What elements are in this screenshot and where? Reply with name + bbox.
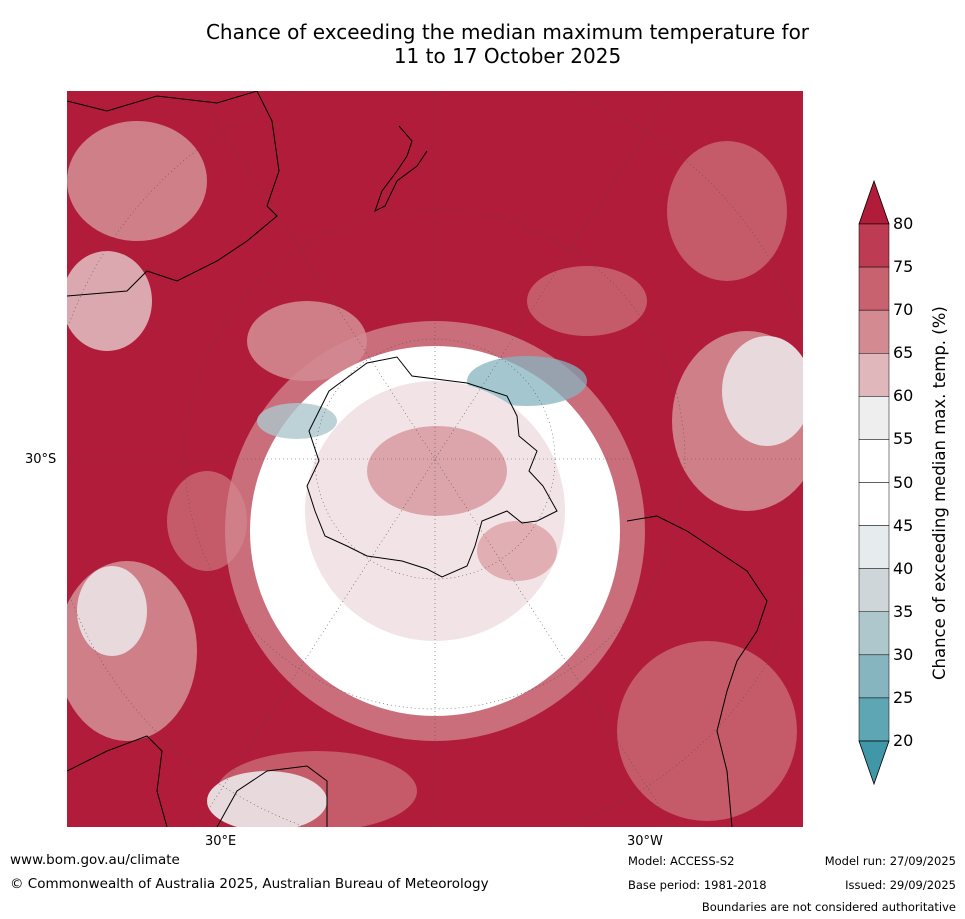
footer-copyright: © Commonwealth of Australia 2025, Austra…: [10, 876, 489, 892]
coast-southern-africa: [216, 765, 328, 827]
coastlines: [67, 91, 768, 827]
footer-model: Model: ACCESS-S2: [628, 854, 735, 868]
lon-label-30w: 30°W: [627, 834, 663, 849]
colorbar: [858, 179, 890, 786]
colorbar-segment: [858, 396, 890, 440]
antarctica-pink-2: [477, 521, 557, 581]
colorbar-tick-label: 40: [893, 558, 914, 578]
colorbar-segment: [858, 525, 890, 569]
colorbar-tick-label: 50: [893, 472, 914, 492]
colorbar-tick-label: 70: [893, 300, 914, 320]
antarctica-pink: [367, 426, 507, 516]
colorbar-top-arrow: [858, 179, 890, 225]
probability-map: [67, 91, 803, 827]
footer-model-run: Model run: 27/09/2025: [824, 854, 956, 868]
colorbar-segment: [858, 309, 890, 354]
coast-australia: [67, 91, 280, 297]
colorbar-segment: [858, 568, 890, 612]
colorbar-segment: [858, 439, 890, 483]
blue-patch-west: [257, 403, 337, 439]
title-line-2: 11 to 17 October 2025: [393, 44, 622, 68]
blue-patch: [467, 356, 587, 406]
colorbar-bottom-arrow: [858, 740, 890, 786]
colorbar-tick-label: 30: [893, 644, 914, 664]
lat-label-30s: 30°S: [25, 452, 57, 467]
coast-south-america: [626, 515, 768, 827]
colorbar-tick-label: 75: [893, 257, 914, 277]
coast-africa: [67, 735, 168, 827]
footer-issued: Issued: 29/09/2025: [845, 878, 956, 892]
colorbar-tick-label: 35: [893, 601, 914, 621]
colorbar-segment: [858, 353, 890, 397]
colorbar-label: Chance of exceeding median max. temp. (%…: [930, 306, 949, 680]
colorbar-tick-label: 60: [893, 386, 914, 406]
colorbar-segment: [858, 654, 890, 699]
colorbar-tick-label: 80: [893, 214, 914, 233]
chart-title: Chance of exceeding the median maximum t…: [100, 20, 915, 68]
colorbar-tick-label: 25: [893, 687, 914, 707]
title-line-1: Chance of exceeding the median maximum t…: [205, 20, 810, 44]
colorbar-tick-label: 45: [893, 515, 914, 535]
colorbar-segment: [858, 223, 890, 268]
colorbar-tick-label: 55: [893, 429, 914, 449]
colorbar-segment: [858, 266, 890, 311]
graticule: [67, 91, 803, 827]
footer-website: www.bom.gov.au/climate: [10, 852, 180, 868]
map-svg: [67, 91, 803, 827]
antarctica-coast: [306, 356, 558, 578]
coast-new-zealand: [374, 125, 428, 212]
colorbar-segment: [858, 482, 890, 526]
colorbar-segment: [858, 611, 890, 656]
colorbar-tick-label: 20: [893, 731, 914, 750]
footer-disclaimer: Boundaries are not considered authoritat…: [701, 900, 956, 914]
footer-base-period: Base period: 1981-2018: [628, 878, 767, 892]
coast-australia-north: [67, 91, 258, 112]
colorbar-svg: [858, 179, 890, 786]
colorbar-tick-label: 65: [893, 343, 914, 363]
lon-label-30e: 30°E: [205, 834, 237, 849]
colorbar-segment: [858, 697, 890, 742]
